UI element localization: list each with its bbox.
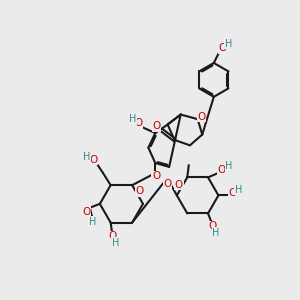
- Text: O: O: [152, 171, 160, 181]
- Text: H: H: [112, 238, 119, 248]
- Text: H: H: [89, 217, 97, 226]
- Text: O: O: [175, 180, 183, 190]
- Text: O: O: [197, 112, 206, 122]
- Text: O: O: [134, 118, 142, 128]
- Text: O: O: [218, 43, 226, 53]
- Text: O: O: [164, 179, 172, 189]
- Text: O: O: [136, 186, 144, 197]
- Text: H: H: [225, 39, 232, 49]
- Text: O: O: [82, 207, 91, 217]
- Text: O: O: [90, 155, 98, 165]
- Text: H: H: [235, 185, 242, 195]
- Text: H: H: [129, 114, 137, 124]
- Text: O: O: [153, 121, 161, 131]
- Text: H: H: [225, 161, 232, 171]
- Text: H: H: [212, 228, 219, 238]
- Text: O: O: [109, 231, 117, 242]
- Text: O: O: [228, 188, 236, 198]
- Text: O: O: [218, 165, 226, 175]
- Text: O: O: [208, 221, 217, 232]
- Text: H: H: [83, 152, 90, 163]
